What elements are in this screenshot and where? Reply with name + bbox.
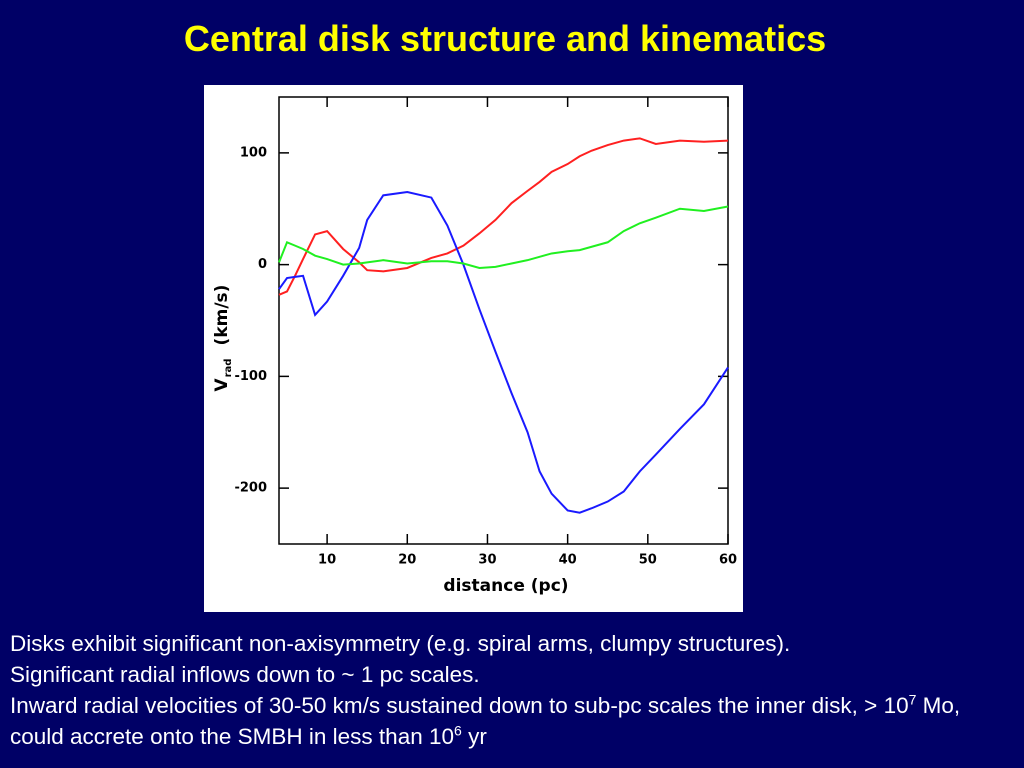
x-tick-label: 50: [639, 553, 657, 568]
superscript: 6: [454, 722, 462, 739]
body-text: Disks exhibit significant non-axisymmetr…: [10, 628, 1020, 752]
y-label-symbol: V: [212, 378, 232, 392]
y-tick-label: -100: [234, 369, 267, 384]
text-run: Mo, could accrete onto the SMBH in less …: [10, 693, 961, 749]
superscript: 7: [908, 691, 917, 708]
body-line: Significant radial inflows down to ~ 1 p…: [10, 662, 480, 687]
data-line: [278, 137, 729, 296]
data-line: [278, 205, 729, 269]
x-tick-label: 10: [318, 553, 336, 568]
y-axis-label: V rad (km/s): [212, 285, 234, 392]
y-label-subscript: rad: [223, 359, 234, 378]
y-tick-label: 0: [258, 257, 267, 272]
data-line: [278, 190, 729, 514]
text-run: Inward radial velocities of 30-50 km/s s…: [10, 693, 909, 718]
x-tick-label: 30: [478, 553, 496, 568]
y-tick-label: 100: [240, 145, 267, 160]
x-tick-label: 60: [719, 553, 737, 568]
text-run: yr: [461, 724, 487, 749]
plot-frame: [278, 96, 729, 545]
x-tick-label: 40: [559, 553, 577, 568]
y-label-unit: (km/s): [212, 285, 232, 346]
slide-title: Central disk structure and kinematics: [183, 18, 827, 59]
chart: distance (pc) V rad (km/s) 10 20 30 40 50 60 -…: [204, 85, 743, 612]
x-tick-label: 20: [398, 553, 416, 568]
body-line: Disks exhibit significant non-axisymmetr…: [10, 631, 791, 656]
x-axis-label: distance (pc): [443, 576, 568, 596]
y-tick-label: -200: [234, 481, 267, 496]
body-line: Inward radial velocities of 30-50 km/s s…: [10, 690, 1020, 752]
